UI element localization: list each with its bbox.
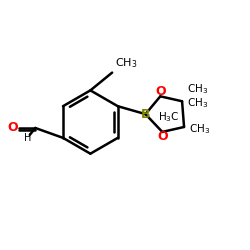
Text: O: O xyxy=(7,122,18,134)
Text: B: B xyxy=(141,108,150,120)
Text: CH$_3$: CH$_3$ xyxy=(189,122,210,136)
Text: CH$_3$: CH$_3$ xyxy=(187,82,208,96)
Text: H: H xyxy=(24,133,31,143)
Text: H$_3$C: H$_3$C xyxy=(158,110,179,124)
Text: CH$_3$: CH$_3$ xyxy=(187,96,208,110)
Text: O: O xyxy=(155,85,166,98)
Text: O: O xyxy=(157,130,168,143)
Text: CH$_3$: CH$_3$ xyxy=(115,56,138,70)
